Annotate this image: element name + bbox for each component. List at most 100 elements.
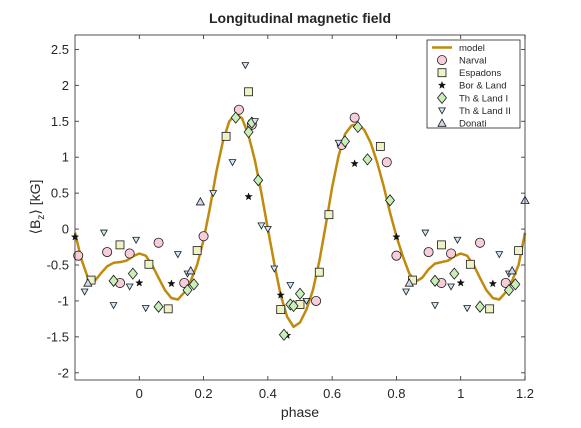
data-point [294, 287, 306, 300]
data-point [488, 279, 498, 288]
x-tick-label: 0.2 [195, 386, 213, 401]
data-point [102, 247, 113, 258]
data-point [446, 248, 457, 259]
y-axis-label-main: ⟨B [27, 220, 43, 235]
data-point [485, 304, 495, 314]
data-point [311, 295, 322, 306]
data-point [392, 232, 401, 241]
legend-item: Th & Land I [436, 91, 508, 105]
chart-title: Longitudinal magnetic field [209, 10, 391, 26]
data-point [99, 229, 108, 237]
series-espadons [86, 87, 523, 314]
data-point [510, 278, 521, 291]
data-point [276, 305, 286, 314]
data-point [276, 290, 285, 299]
data-point [186, 265, 196, 275]
data-point [391, 250, 402, 261]
data-point [302, 297, 311, 306]
data-point [80, 288, 89, 296]
data-point [362, 153, 373, 166]
y-tick-label: 0.5 [51, 186, 69, 201]
data-point [286, 282, 295, 290]
x-tick-label: 1.2 [516, 386, 534, 401]
data-point [243, 125, 254, 139]
data-point [83, 278, 93, 287]
y-tick-label: 2 [62, 78, 69, 93]
data-point [141, 305, 150, 313]
data-point [241, 62, 250, 70]
data-point [423, 247, 434, 258]
data-point [503, 284, 514, 297]
legend-label: Donati [459, 119, 486, 130]
data-point [233, 104, 244, 115]
data-point [198, 231, 209, 242]
data-point [124, 248, 135, 259]
data-point [253, 174, 264, 187]
data-point [384, 194, 396, 207]
data-point [221, 131, 231, 141]
data-point [135, 278, 144, 287]
data-point [288, 299, 299, 313]
data-point [514, 246, 523, 256]
data-point [349, 112, 360, 123]
data-marks [70, 62, 530, 341]
data-point [132, 236, 141, 244]
data-point [109, 302, 118, 310]
data-point [465, 259, 475, 269]
x-tick-label: 0.6 [323, 386, 341, 401]
data-point [230, 111, 241, 124]
data-point [73, 250, 84, 261]
legend-item: model [432, 43, 485, 54]
data-point [244, 192, 253, 201]
y-axis-label: ⟨Bz⟩ [kG] [27, 180, 47, 235]
data-point [192, 246, 202, 256]
y-axis-label-unit: ⟩ [kG] [27, 180, 43, 215]
data-point [375, 142, 385, 151]
plot-frame [74, 34, 526, 381]
data-point [278, 328, 289, 341]
data-point [163, 304, 173, 314]
legend-item: Th & Land II [438, 106, 511, 117]
data-point [456, 278, 465, 287]
legend-item: Donati [437, 118, 486, 130]
x-tick-label: 0 [136, 386, 143, 401]
series-th-land-i [108, 111, 521, 341]
data-point [495, 251, 504, 259]
legend-label: Espadons [459, 68, 502, 79]
y-tick-label: -0.5 [47, 258, 69, 273]
data-point [173, 251, 182, 259]
legend-label: Narval [459, 56, 486, 67]
data-point [270, 265, 279, 273]
data-point [324, 210, 334, 220]
y-tick-label: 1.5 [51, 114, 69, 129]
data-point [228, 159, 237, 167]
legend-swatch [436, 55, 447, 66]
data-point [339, 135, 351, 148]
data-point [144, 259, 154, 269]
data-point [474, 300, 486, 313]
y-tick-label: 2.5 [51, 42, 69, 57]
y-tick-label: -2 [57, 365, 69, 380]
y-tick-label: 1 [62, 150, 69, 165]
y-tick-label: -1.5 [47, 329, 69, 344]
legend-label: Th & Land II [459, 106, 511, 117]
legend-label: Th & Land I [459, 93, 508, 104]
data-point [421, 229, 430, 237]
data-point [314, 267, 324, 277]
x-tick-label: 1 [457, 386, 464, 401]
legend-item: Espadons [437, 68, 502, 79]
data-point [167, 279, 176, 288]
data-point [153, 300, 164, 313]
legend-swatch [436, 91, 448, 105]
data-point [334, 139, 343, 147]
data-point [251, 118, 259, 126]
legend-item: Narval [436, 55, 486, 67]
y-tick-label: 0 [62, 222, 69, 237]
legend-label: model [459, 43, 485, 54]
y-axis-label-subscript: z [36, 215, 47, 220]
data-point [257, 222, 266, 230]
data-point [195, 196, 206, 206]
data-point [474, 237, 485, 248]
legend-swatch [437, 118, 447, 127]
legend-swatch [438, 107, 446, 115]
